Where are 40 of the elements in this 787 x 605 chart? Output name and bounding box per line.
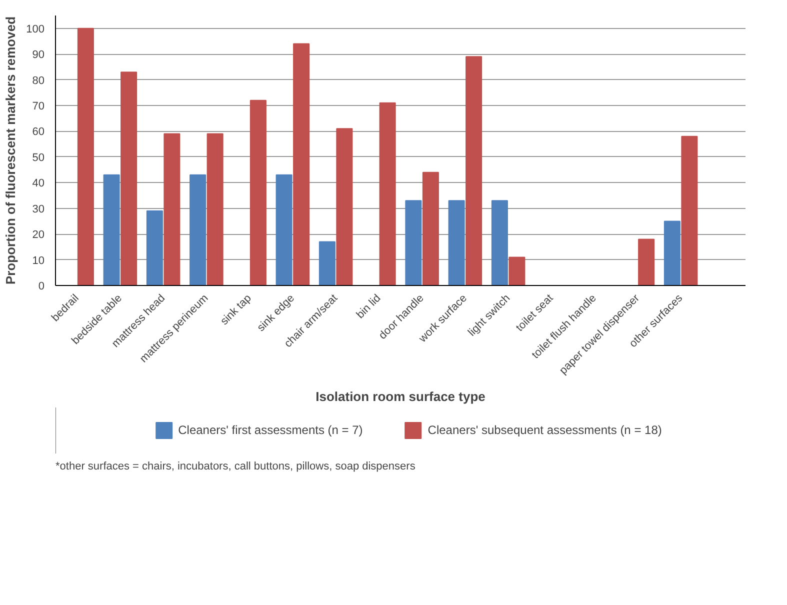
bar — [681, 136, 698, 286]
x-tick-label: sink tap — [218, 292, 254, 328]
bar — [466, 56, 482, 286]
bar — [318, 241, 336, 286]
bar — [276, 174, 292, 286]
bar — [103, 174, 120, 286]
bar — [120, 72, 138, 286]
bar — [664, 220, 680, 286]
legend-label: Cleaners' subsequent assessments (n = 18) — [428, 423, 662, 437]
bar — [206, 133, 224, 286]
y-tick-label: 30 — [32, 203, 45, 216]
bar — [422, 172, 439, 286]
y-tick-label: 20 — [32, 229, 45, 242]
text: *other surfaces = chairs, incubators, call buttons, pillows, soap dispensers — [56, 460, 416, 472]
x-axis-title: Isolation room surface type — [316, 389, 486, 404]
bar — [638, 238, 655, 286]
y-tick-label: 0 — [38, 280, 45, 292]
bar — [250, 100, 266, 286]
bar — [190, 174, 206, 286]
y-tick-label: 90 — [32, 49, 45, 62]
y-tick-label: 40 — [32, 178, 45, 190]
bar — [405, 200, 422, 286]
y-tick-label: 60 — [32, 126, 45, 138]
y-tick-label: 10 — [32, 254, 45, 267]
y-tick-label: 50 — [32, 152, 45, 164]
legend-label: Cleaners' first assessments (n = 7) — [178, 423, 363, 437]
y-tick-label: 70 — [32, 100, 45, 112]
bar — [146, 210, 163, 286]
x-tick-label: bin lid — [354, 292, 384, 322]
y-tick-label: 80 — [32, 74, 45, 87]
bar — [448, 200, 465, 286]
y-tick-label: 100 — [26, 23, 45, 36]
bar — [491, 200, 508, 286]
bar — [293, 43, 310, 286]
bar — [164, 133, 180, 286]
y-axis-title: Proportion of fluorescent markers removed — [3, 16, 18, 285]
bar — [336, 128, 353, 286]
bar — [379, 102, 396, 286]
bar — [77, 28, 94, 286]
bar — [508, 256, 526, 286]
